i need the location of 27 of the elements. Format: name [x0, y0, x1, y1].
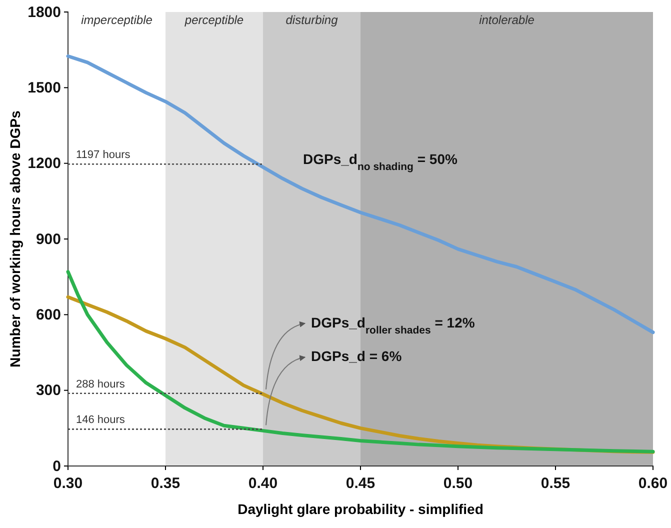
ref-line-label: 146 hours: [76, 414, 126, 426]
y-tick-label: 600: [36, 306, 61, 324]
x-axis-title: Daylight glare probability - simplified: [238, 501, 484, 517]
y-tick-label: 1500: [28, 79, 61, 96]
ref-line-label: 288 hours: [76, 378, 126, 390]
x-tick-label: 0.40: [248, 475, 278, 492]
y-tick-label: 1800: [28, 4, 61, 21]
annotation: DGPs_d$_{roller shades}$ = 12%: [311, 314, 476, 336]
y-tick-label: 1200: [28, 155, 61, 172]
y-tick-label: 300: [36, 382, 61, 400]
line-series: [66, 54, 655, 334]
annotation: DGPs_d = 6%: [311, 348, 402, 364]
x-tick-label: 0.35: [150, 475, 180, 492]
annotation: imperceptible: [81, 13, 153, 27]
x-tick-label: 0.60: [638, 475, 668, 492]
ref-line-label: 1197 hours: [76, 149, 131, 162]
band-label: disturbing: [286, 13, 338, 27]
annotation: DGPs_d$_{no shading}$ = 50%: [303, 151, 458, 174]
band-label: perceptible: [184, 13, 244, 27]
x-tick-label: 0.45: [346, 475, 376, 492]
x-tick-label: 0.50: [443, 475, 473, 492]
x-tick-label: 0.55: [540, 475, 570, 492]
y-tick-label: 0: [52, 458, 61, 475]
x-tick-label: 0.30: [53, 475, 83, 492]
y-tick-label: 900: [36, 230, 61, 248]
band-label: intolerable: [479, 13, 535, 27]
y-axis-title: Number of working hours above DGPs: [7, 110, 23, 368]
